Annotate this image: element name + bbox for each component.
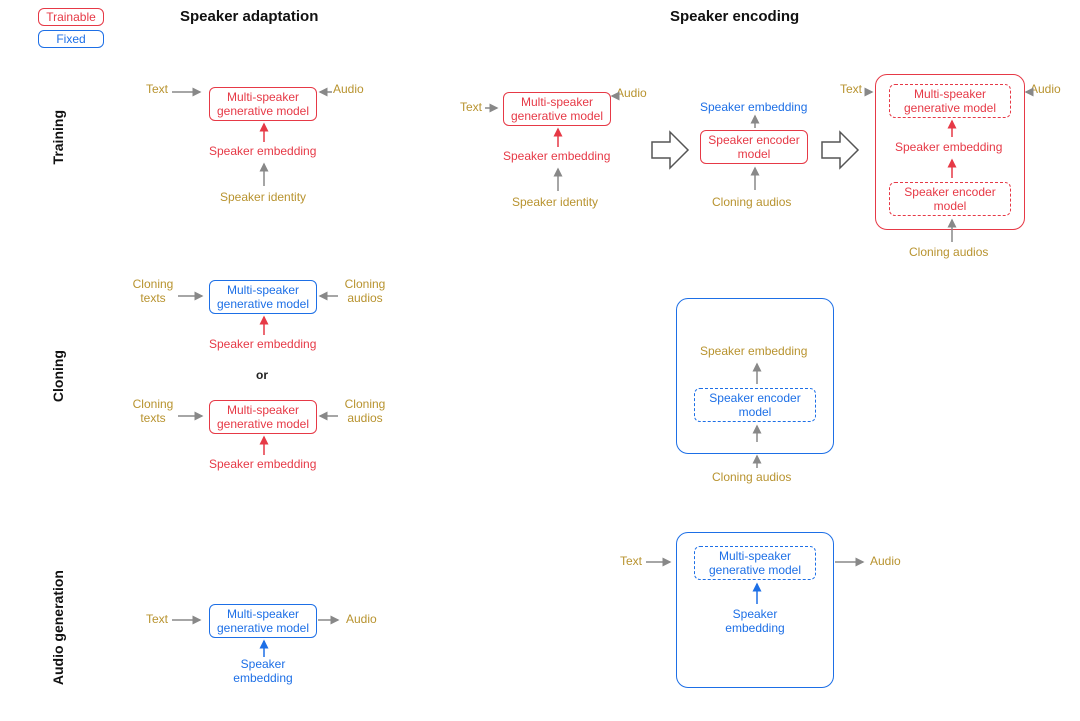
enc-train3-clonaud: Cloning audios	[909, 245, 988, 259]
adapt-clone1-spkemb: Speaker embedding	[209, 337, 316, 351]
adapt-train-text: Text	[146, 82, 168, 96]
enc-train2-spkenc: Speaker encoder model	[700, 130, 808, 164]
legend-trainable: Trainable	[38, 8, 104, 26]
row-cloning: Cloning	[50, 350, 66, 402]
adapt-train-spkid: Speaker identity	[220, 190, 306, 204]
adapt-train-spkemb: Speaker embedding	[209, 144, 316, 158]
big-arrow-2	[820, 128, 860, 172]
row-training: Training	[50, 110, 66, 164]
enc-train1-audio: Audio	[616, 86, 647, 100]
adapt-train-msgen: Multi-speaker generative model	[209, 87, 317, 121]
enc-train2-spkemb: Speaker embedding	[700, 100, 807, 114]
col-header-adapt: Speaker adaptation	[180, 8, 318, 25]
adapt-clone2-msgen: Multi-speaker generative model	[209, 400, 317, 434]
enc-gen-text: Text	[620, 554, 642, 568]
adapt-gen-msgen: Multi-speaker generative model	[209, 604, 317, 638]
row-audiogen: Audio generation	[50, 570, 66, 685]
enc-clone-clonaud: Cloning audios	[712, 470, 791, 484]
enc-train3-spkemb: Speaker embedding	[895, 140, 1002, 154]
adapt-clone-or: or	[256, 368, 268, 382]
adapt-gen-audio: Audio	[346, 612, 377, 626]
adapt-clone1-msgen: Multi-speaker generative model	[209, 280, 317, 314]
adapt-clone1-texts: Cloning texts	[129, 278, 177, 306]
enc-train2-clonaud: Cloning audios	[712, 195, 791, 209]
adapt-clone2-spkemb: Speaker embedding	[209, 457, 316, 471]
enc-train1-spkemb: Speaker embedding	[503, 149, 610, 163]
enc-train1-text: Text	[460, 100, 482, 114]
enc-train3-msgen: Multi-speaker generative model	[889, 84, 1011, 118]
enc-train3-text: Text	[840, 82, 862, 96]
enc-gen-audio: Audio	[870, 554, 901, 568]
adapt-clone2-texts: Cloning texts	[129, 398, 177, 426]
enc-clone-spkemb: Speaker embedding	[700, 344, 807, 358]
big-arrow-1	[650, 128, 690, 172]
enc-gen-msgen: Multi-speaker generative model	[694, 546, 816, 580]
legend-fixed: Fixed	[38, 30, 104, 48]
enc-train3-audio: Audio	[1030, 82, 1061, 96]
enc-gen-spkemb: Speaker embedding	[724, 608, 786, 636]
col-header-encode: Speaker encoding	[670, 8, 799, 25]
enc-train1-spkid: Speaker identity	[512, 195, 598, 209]
adapt-clone1-audios: Cloning audios	[340, 278, 390, 306]
adapt-gen-spkemb: Speaker embedding	[232, 658, 294, 686]
enc-train3-spkenc: Speaker encoder model	[889, 182, 1011, 216]
adapt-clone2-audios: Cloning audios	[340, 398, 390, 426]
adapt-train-audio: Audio	[333, 82, 364, 96]
enc-clone-spkenc: Speaker encoder model	[694, 388, 816, 422]
adapt-gen-text: Text	[146, 612, 168, 626]
enc-train1-msgen: Multi-speaker generative model	[503, 92, 611, 126]
